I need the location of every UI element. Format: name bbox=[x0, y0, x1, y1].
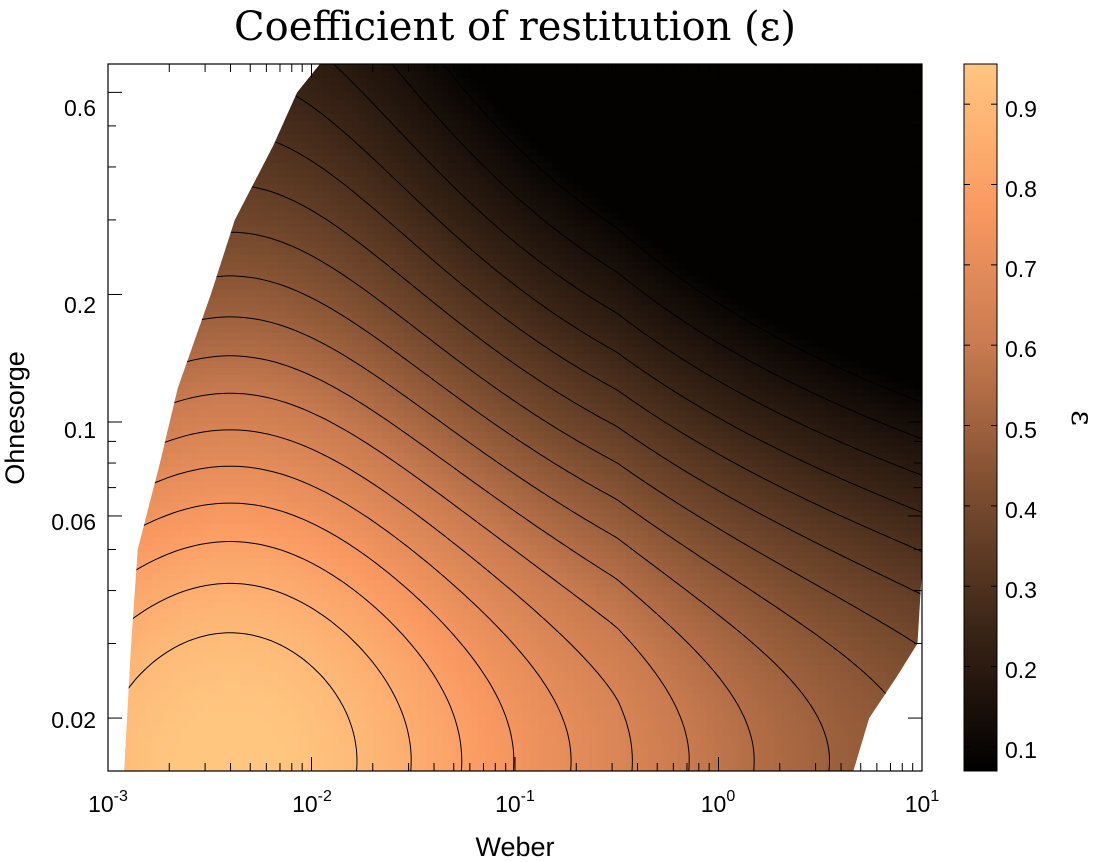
contour-line bbox=[124, 392, 690, 771]
contour-line bbox=[442, 64, 922, 403]
y-axis-tick-labels: 0.02 0.06 0.1 0.2 0.6 bbox=[51, 95, 96, 733]
x-tick-label: 101 bbox=[905, 788, 940, 817]
colorbar-tick-label: 0.6 bbox=[1005, 336, 1037, 362]
y-minor-ticks bbox=[108, 91, 922, 719]
plot-area bbox=[107, 63, 923, 772]
x-tick-label: 100 bbox=[701, 788, 736, 817]
colorbar-label: ε bbox=[1064, 410, 1096, 426]
x-axis-tick-labels: 10-3 10-2 10-1 100 101 bbox=[88, 788, 939, 817]
colorbar-ticks bbox=[964, 103, 997, 748]
y-tick-label: 0.1 bbox=[64, 417, 96, 443]
colorbar-tick-label: 0.5 bbox=[1005, 417, 1037, 443]
colorbar: 0.1 0.2 0.3 0.4 0.5 0.6 0.7 0.8 0.9 ε bbox=[963, 63, 1096, 772]
contour-line bbox=[124, 582, 412, 771]
colorbar-tick-label: 0.7 bbox=[1005, 256, 1037, 282]
y-tick-label: 0.02 bbox=[51, 707, 96, 733]
y-tick-label: 0.06 bbox=[51, 509, 96, 535]
x-tick-label: 10-2 bbox=[292, 788, 332, 817]
colorbar-tick-label: 0.4 bbox=[1005, 497, 1037, 523]
colorbar-tick-labels: 0.1 0.2 0.3 0.4 0.5 0.6 0.7 0.8 0.9 bbox=[1005, 96, 1037, 763]
contour-line bbox=[124, 465, 572, 771]
contour-line bbox=[124, 632, 358, 771]
contour-line bbox=[124, 502, 515, 771]
y-tick-label: 0.2 bbox=[64, 292, 96, 318]
y-axis-label: Ohnesorge bbox=[0, 351, 30, 485]
colorbar-tick-label: 0.2 bbox=[1005, 657, 1037, 683]
contour-line bbox=[124, 64, 922, 476]
x-tick-label: 10-3 bbox=[88, 788, 128, 817]
colorbar-tick-label: 0.1 bbox=[1005, 737, 1037, 763]
x-minor-ticks bbox=[107, 64, 914, 771]
colorbar-tick-label: 0.8 bbox=[1005, 176, 1037, 202]
contour-lines bbox=[124, 64, 922, 771]
y-tick-label: 0.6 bbox=[64, 95, 96, 121]
x-tick-label: 10-1 bbox=[495, 788, 535, 817]
x-axis-label: Weber bbox=[475, 832, 554, 862]
contour-line bbox=[124, 429, 633, 771]
colorbar-gradient bbox=[963, 63, 998, 772]
contour-line bbox=[391, 64, 922, 440]
chart-title: Coefficient of restitution (ε) bbox=[234, 4, 796, 50]
colorbar-tick-label: 0.9 bbox=[1005, 96, 1037, 122]
colorbar-tick-label: 0.3 bbox=[1005, 577, 1037, 603]
